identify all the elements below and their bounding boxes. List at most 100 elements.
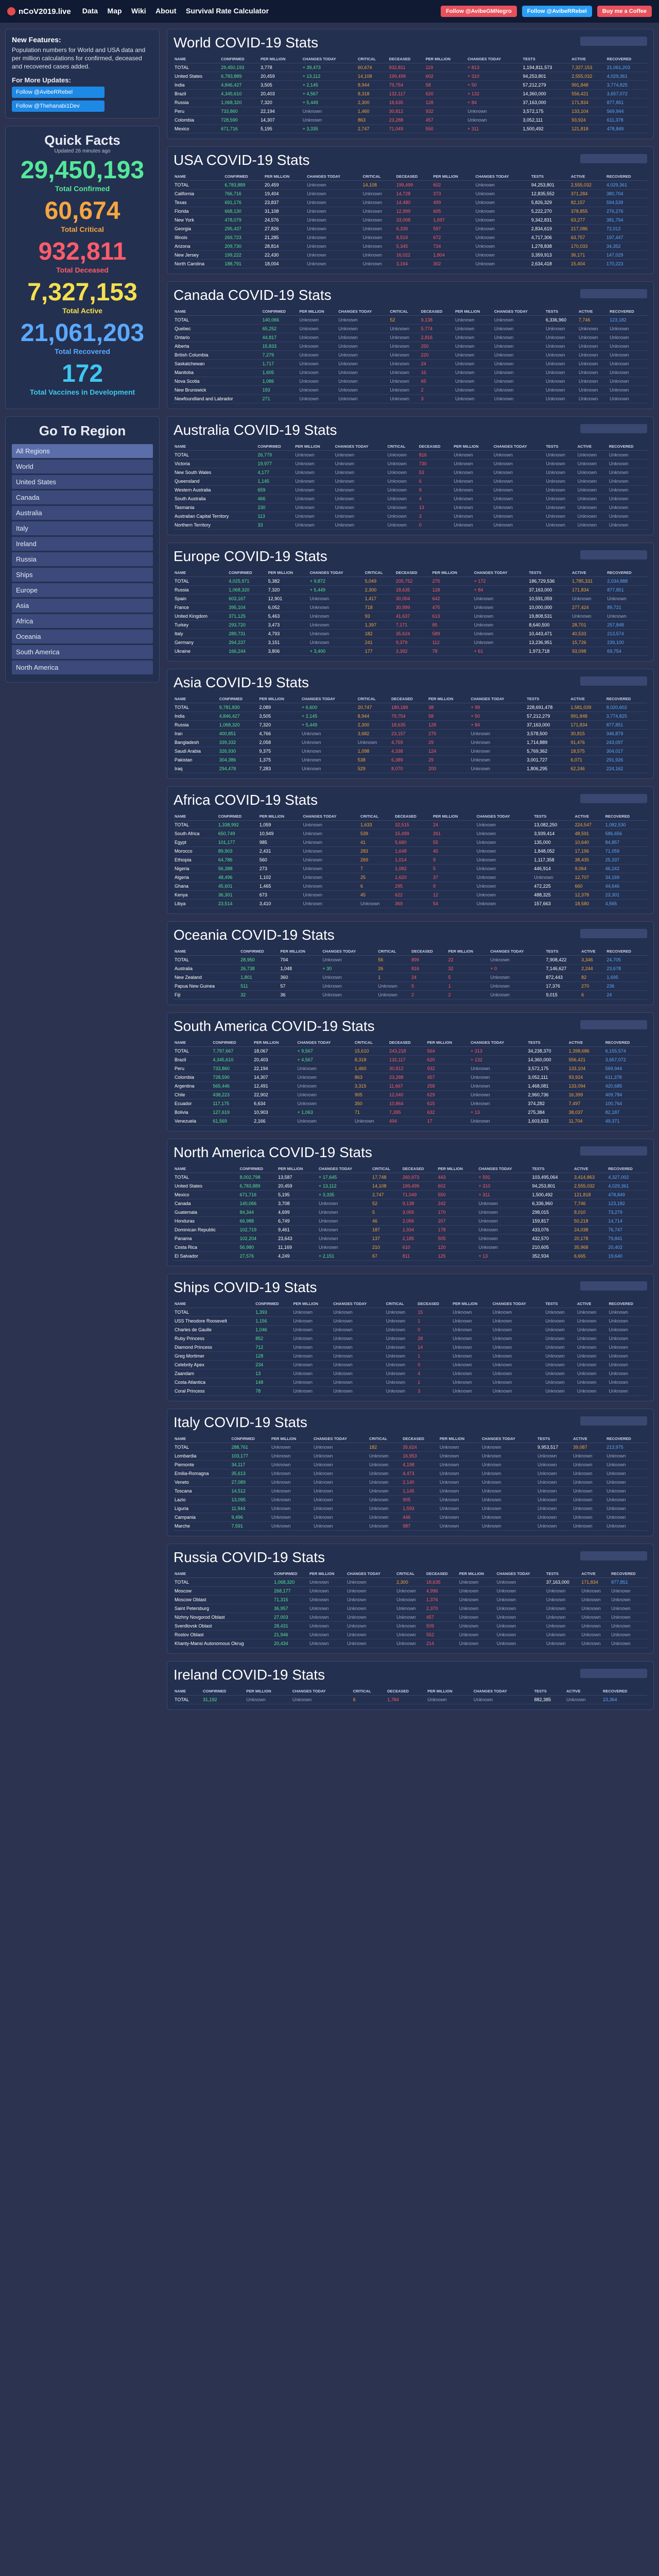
column-header[interactable]: PER MILLION (431, 569, 473, 577)
column-header[interactable]: CRITICAL (359, 812, 394, 821)
column-header[interactable]: CRITICAL (356, 55, 388, 63)
column-header[interactable]: CHANGES TODAY (470, 1039, 527, 1047)
column-header[interactable]: PER MILLION (277, 1165, 318, 1173)
column-header[interactable]: RECOVERED (605, 947, 647, 956)
search-input[interactable] (580, 676, 647, 686)
column-header[interactable]: NAME (174, 1300, 255, 1308)
column-header[interactable]: RECOVERED (609, 308, 647, 316)
column-header[interactable]: DECEASED (388, 1039, 426, 1047)
column-header[interactable]: CHANGES TODAY (473, 569, 528, 577)
column-header[interactable]: PER MILLION (453, 443, 493, 451)
region-link[interactable]: Africa (12, 614, 153, 628)
column-header[interactable]: CONFIRMED (273, 1570, 309, 1578)
column-header[interactable]: CHANGES TODAY (466, 55, 522, 63)
nav-about[interactable]: About (155, 7, 177, 15)
column-header[interactable]: DECEASED (425, 1570, 458, 1578)
column-header[interactable]: CHANGES TODAY (492, 443, 545, 451)
column-header[interactable]: PER MILLION (258, 812, 302, 821)
column-header[interactable]: ACTIVE (567, 1039, 604, 1047)
column-header[interactable]: CRITICAL (353, 1039, 388, 1047)
column-header[interactable]: CRITICAL (389, 308, 420, 316)
region-link[interactable]: World (12, 459, 153, 473)
column-header[interactable]: TESTS (545, 308, 578, 316)
column-header[interactable]: TESTS (522, 55, 571, 63)
column-header[interactable]: CONFIRMED (212, 1039, 253, 1047)
column-header[interactable]: NAME (174, 1039, 212, 1047)
column-header[interactable]: DECEASED (388, 55, 425, 63)
column-header[interactable]: PER MILLION (259, 55, 302, 63)
column-header[interactable]: NAME (174, 1570, 273, 1578)
region-link[interactable]: Ships (12, 567, 153, 582)
column-header[interactable]: TESTS (531, 1165, 573, 1173)
column-header[interactable]: CHANGES TODAY (317, 1165, 371, 1173)
column-header[interactable]: TESTS (527, 1039, 568, 1047)
region-link[interactable]: Ireland (12, 536, 153, 551)
column-header[interactable]: RECOVERED (610, 1570, 647, 1578)
column-header[interactable]: NAME (174, 173, 224, 181)
column-header[interactable]: CHANGES TODAY (480, 1435, 537, 1443)
column-header[interactable]: ACTIVE (580, 947, 606, 956)
coffee-button[interactable]: Buy me a Coffee (597, 6, 652, 17)
column-header[interactable]: CONFIRMED (238, 1165, 278, 1173)
column-header[interactable]: ACTIVE (569, 695, 605, 703)
column-header[interactable]: CHANGES TODAY (345, 1570, 396, 1578)
column-header[interactable]: CHANGES TODAY (489, 947, 545, 956)
follow-button-1[interactable]: Follow @AvibeGMNegro (441, 6, 517, 17)
search-input[interactable] (580, 1416, 647, 1426)
column-header[interactable]: RECOVERED (605, 1435, 647, 1443)
column-header[interactable]: CHANGES TODAY (308, 569, 364, 577)
column-header[interactable]: PER MILLION (245, 1687, 291, 1696)
column-header[interactable]: CRITICAL (377, 947, 411, 956)
column-header[interactable]: ACTIVE (571, 569, 606, 577)
column-header[interactable]: ACTIVE (572, 1435, 606, 1443)
nav-survival-calc[interactable]: Survival Rate Calculator (185, 7, 269, 15)
column-header[interactable]: RECOVERED (608, 1300, 647, 1308)
column-header[interactable]: TESTS (533, 812, 574, 821)
search-input[interactable] (580, 37, 647, 46)
column-header[interactable]: PER MILLION (452, 1300, 492, 1308)
column-header[interactable]: RECOVERED (604, 1039, 647, 1047)
column-header[interactable]: CONFIRMED (239, 947, 280, 956)
column-header[interactable]: TESTS (545, 947, 581, 956)
column-header[interactable]: PER MILLION (437, 1165, 478, 1173)
search-input[interactable] (580, 1281, 647, 1291)
column-header[interactable]: NAME (174, 812, 217, 821)
column-header[interactable]: DECEASED (402, 1435, 439, 1443)
column-header[interactable]: CHANGES TODAY (301, 55, 357, 63)
column-header[interactable]: TESTS (545, 443, 577, 451)
column-header[interactable]: CRITICAL (363, 569, 395, 577)
column-header[interactable]: NAME (174, 1687, 202, 1696)
region-link[interactable]: Russia (12, 552, 153, 566)
column-header[interactable]: CHANGES TODAY (470, 695, 526, 703)
column-header[interactable]: RECOVERED (606, 569, 647, 577)
search-input[interactable] (580, 1020, 647, 1029)
column-header[interactable]: CHANGES TODAY (301, 695, 357, 703)
column-header[interactable]: RECOVERED (604, 812, 647, 821)
column-header[interactable]: PER MILLION (298, 308, 338, 316)
column-header[interactable]: ACTIVE (576, 1300, 608, 1308)
column-header[interactable]: PER MILLION (267, 569, 309, 577)
column-header[interactable]: DECEASED (401, 1165, 437, 1173)
region-link[interactable]: Europe (12, 583, 153, 597)
search-input[interactable] (580, 154, 647, 163)
column-header[interactable]: ACTIVE (565, 1687, 602, 1696)
column-header[interactable]: ACTIVE (570, 55, 606, 63)
column-header[interactable]: CRITICAL (385, 1300, 417, 1308)
column-header[interactable]: PER MILLION (258, 695, 301, 703)
column-header[interactable]: PER MILLION (270, 1435, 313, 1443)
search-input[interactable] (580, 1146, 647, 1156)
column-header[interactable]: NAME (174, 947, 240, 956)
column-header[interactable]: CRITICAL (356, 695, 391, 703)
region-link[interactable]: Italy (12, 521, 153, 535)
column-header[interactable]: PER MILLION (426, 1039, 470, 1047)
column-header[interactable]: CONFIRMED (218, 695, 258, 703)
search-input[interactable] (580, 794, 647, 803)
column-header[interactable]: CRITICAL (361, 173, 395, 181)
column-header[interactable]: CHANGES TODAY (475, 812, 533, 821)
column-header[interactable]: CHANGES TODAY (302, 812, 360, 821)
column-header[interactable]: DECEASED (420, 308, 454, 316)
search-input[interactable] (580, 929, 647, 938)
region-link[interactable]: North America (12, 660, 153, 674)
column-header[interactable]: CHANGES TODAY (332, 1300, 385, 1308)
column-header[interactable]: CHANGES TODAY (495, 1570, 545, 1578)
